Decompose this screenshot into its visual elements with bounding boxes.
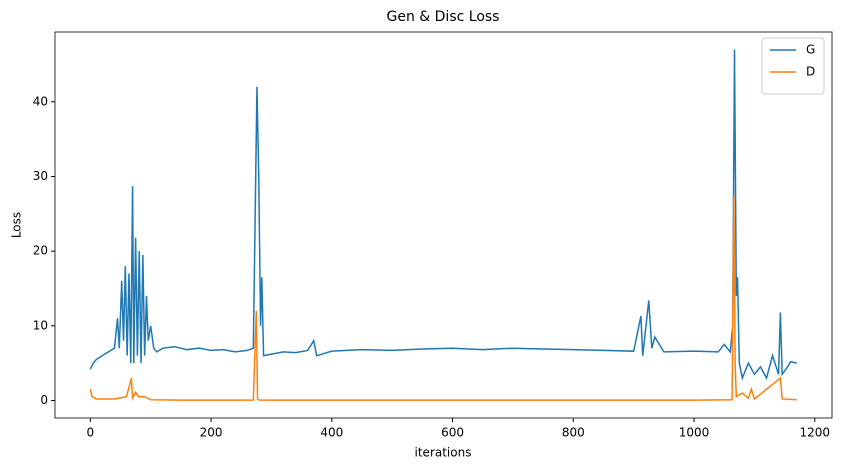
y-tick-label: 40 [33, 94, 48, 108]
x-tick-label: 0 [86, 426, 94, 440]
x-tick-label: 1200 [800, 426, 831, 440]
y-tick-label: 20 [33, 244, 48, 258]
y-tick-label: 10 [33, 318, 48, 332]
x-tick-label: 200 [200, 426, 223, 440]
y-tick-label: 30 [33, 169, 48, 183]
chart-title: Gen & Disc Loss [387, 9, 500, 25]
x-tick-label: 800 [562, 426, 585, 440]
y-tick-label: 0 [40, 393, 48, 407]
line-series [89, 195, 797, 402]
legend-box [761, 37, 825, 95]
legend-label: D [806, 65, 815, 79]
plot-frame [54, 31, 833, 419]
x-tick-label: 400 [320, 426, 343, 440]
x-tick-label: 600 [441, 426, 464, 440]
x-axis-label: iterations [415, 446, 472, 460]
line-series [89, 49, 797, 381]
legend-label: G [806, 43, 815, 57]
y-axis-label: Loss [10, 212, 24, 238]
x-tick-label: 1000 [679, 426, 710, 440]
